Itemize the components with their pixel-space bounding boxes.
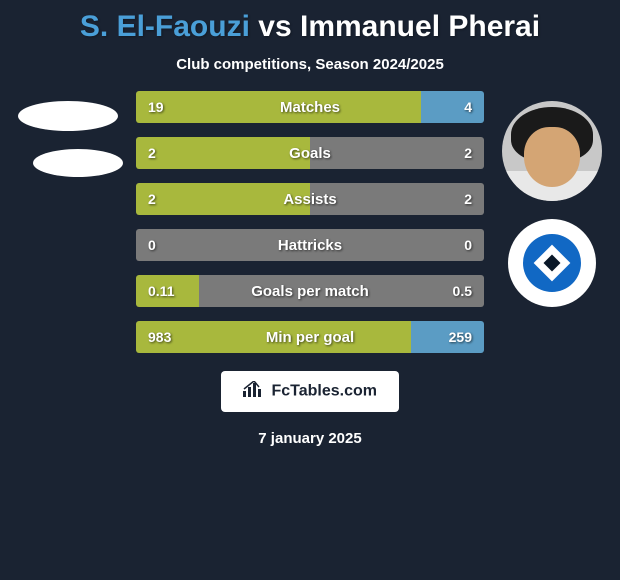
- stat-row: 2 Goals 2: [136, 137, 484, 169]
- stat-row: 0.11 Goals per match 0.5: [136, 275, 484, 307]
- player2-name: Immanuel Pherai: [300, 10, 540, 43]
- player2-club-badge: [508, 219, 596, 307]
- vs-text: vs: [258, 10, 291, 43]
- stat-row: 2 Assists 2: [136, 183, 484, 215]
- stat-value-right: 0: [464, 237, 472, 253]
- chart-icon: [243, 381, 263, 402]
- player1-club-placeholder: [33, 149, 123, 177]
- bar-right: [421, 91, 484, 123]
- player2-avatar: [502, 101, 602, 201]
- stat-label: Hattricks: [278, 237, 342, 254]
- stat-value-left: 0.11: [148, 283, 174, 299]
- left-column: [8, 91, 128, 177]
- stat-label: Matches: [280, 99, 340, 116]
- stat-value-left: 0: [148, 237, 156, 253]
- date-text: 7 january 2025: [0, 430, 620, 447]
- stat-value-right: 2: [464, 145, 472, 161]
- stat-value-left: 19: [148, 99, 164, 115]
- footer: FcTables.com 7 january 2025: [0, 371, 620, 447]
- right-column: [492, 91, 612, 307]
- bar-left: [136, 137, 310, 169]
- stats-column: 19 Matches 4 2 Goals 2 2 Assists 2 0 Hattricks 0 0.1…: [128, 91, 492, 353]
- diamond-icon: [534, 245, 571, 282]
- bar-right: [411, 321, 484, 353]
- stat-value-right: 259: [449, 329, 472, 345]
- club-badge-inner-icon: [523, 234, 581, 292]
- stat-value-left: 983: [148, 329, 171, 345]
- main-area: 19 Matches 4 2 Goals 2 2 Assists 2 0 Hattricks 0 0.1…: [0, 91, 620, 353]
- stat-label: Min per goal: [266, 329, 354, 346]
- stat-row: 19 Matches 4: [136, 91, 484, 123]
- avatar-head-icon: [502, 101, 602, 201]
- stat-row: 983 Min per goal 259: [136, 321, 484, 353]
- stat-value-right: 0.5: [453, 283, 472, 299]
- stat-value-right: 2: [464, 191, 472, 207]
- brand-box[interactable]: FcTables.com: [221, 371, 399, 412]
- stat-label: Goals per match: [251, 283, 369, 300]
- subtitle: Club competitions, Season 2024/2025: [0, 56, 620, 73]
- player1-avatar-placeholder: [18, 101, 118, 131]
- page-title: S. El-Faouzi vs Immanuel Pherai: [0, 10, 620, 44]
- player1-name: S. El-Faouzi: [80, 10, 250, 43]
- bar-right: [310, 137, 484, 169]
- bar-left: [136, 91, 421, 123]
- stat-label: Assists: [283, 191, 336, 208]
- stat-label: Goals: [289, 145, 331, 162]
- brand-text: FcTables.com: [271, 383, 377, 400]
- comparison-container: S. El-Faouzi vs Immanuel Pherai Club com…: [0, 0, 620, 457]
- stat-value-left: 2: [148, 145, 156, 161]
- stat-row: 0 Hattricks 0: [136, 229, 484, 261]
- stat-value-left: 2: [148, 191, 156, 207]
- stat-value-right: 4: [464, 99, 472, 115]
